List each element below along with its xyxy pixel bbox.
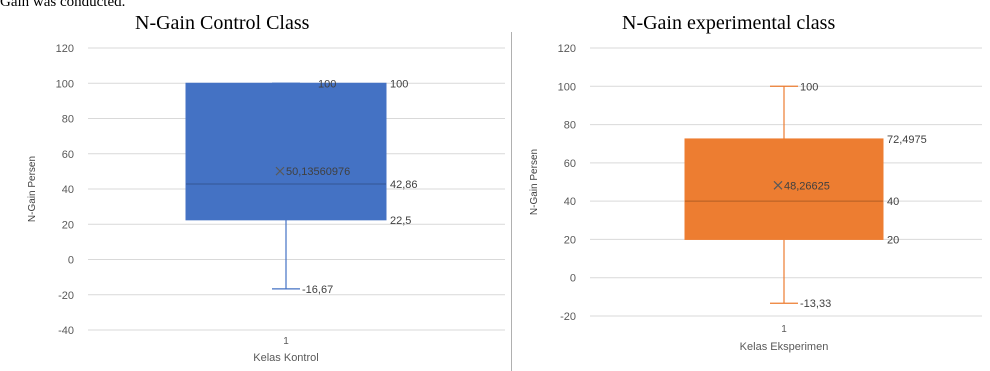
- mean-marker: [275, 166, 285, 176]
- y-tick-label: 60: [564, 158, 576, 170]
- y-tick-label: -20: [58, 290, 74, 302]
- data-label-min: -16,67: [302, 284, 333, 296]
- page-intro-text: Gain was conducted.: [0, 0, 126, 10]
- y-tick-label: 120: [56, 43, 74, 55]
- data-label-max: 100: [800, 81, 818, 93]
- control-class-boxplot: -40 -20 0 20 40 60 80 100 120 50,13560976 100 42,86…: [27, 43, 505, 364]
- data-label-min: -13,33: [800, 298, 831, 310]
- data-label-q3: 100: [390, 78, 408, 90]
- y-tick-label: 60: [62, 149, 74, 161]
- y-tick-label: 100: [558, 81, 576, 93]
- y-tick-label: 40: [564, 196, 576, 208]
- data-label-q1: 22,5: [390, 215, 411, 227]
- x-axis-label: Kelas Kontrol: [253, 352, 318, 364]
- data-label-max: 100: [318, 78, 336, 90]
- data-label-mean: 48,26625: [784, 180, 830, 192]
- y-axis-label: N-Gain Persen: [529, 149, 540, 215]
- y-tick-label: 120: [558, 43, 576, 55]
- data-label-mean: 50,13560976: [286, 166, 350, 178]
- iqr-box: [185, 82, 387, 221]
- mean-marker: [773, 180, 783, 190]
- control-chart-title: N-Gain Control Class: [135, 12, 310, 34]
- x-category-label: 1: [781, 324, 787, 335]
- data-label-median: 42,86: [390, 179, 418, 191]
- x-axis-label: Kelas Eksperimen: [740, 341, 829, 353]
- y-tick-label: 40: [62, 184, 74, 196]
- y-tick-label: 80: [62, 114, 74, 126]
- experimental-chart-title: N-Gain experimental class: [622, 12, 836, 34]
- y-tick-label: 100: [56, 78, 74, 90]
- y-tick-label: -20: [560, 311, 576, 323]
- panel-divider: [511, 32, 512, 371]
- y-tick-label: 0: [68, 255, 74, 267]
- y-tick-label: -40: [58, 325, 74, 337]
- y-axis-label: N-Gain Persen: [27, 156, 38, 222]
- experimental-class-boxplot: -20 0 20 40 60 80 100 120 48,26625 72,4975 40 20 100…: [529, 43, 982, 353]
- x-category-label: 1: [283, 336, 289, 347]
- y-tick-label: 20: [564, 234, 576, 246]
- iqr-box: [684, 138, 884, 240]
- data-label-median: 40: [887, 196, 899, 208]
- y-tick-label: 80: [564, 120, 576, 132]
- data-label-q3: 72,4975: [887, 134, 927, 146]
- y-tick-label: 0: [570, 273, 576, 285]
- data-label-q1: 20: [887, 234, 899, 246]
- y-tick-label: 20: [62, 219, 74, 231]
